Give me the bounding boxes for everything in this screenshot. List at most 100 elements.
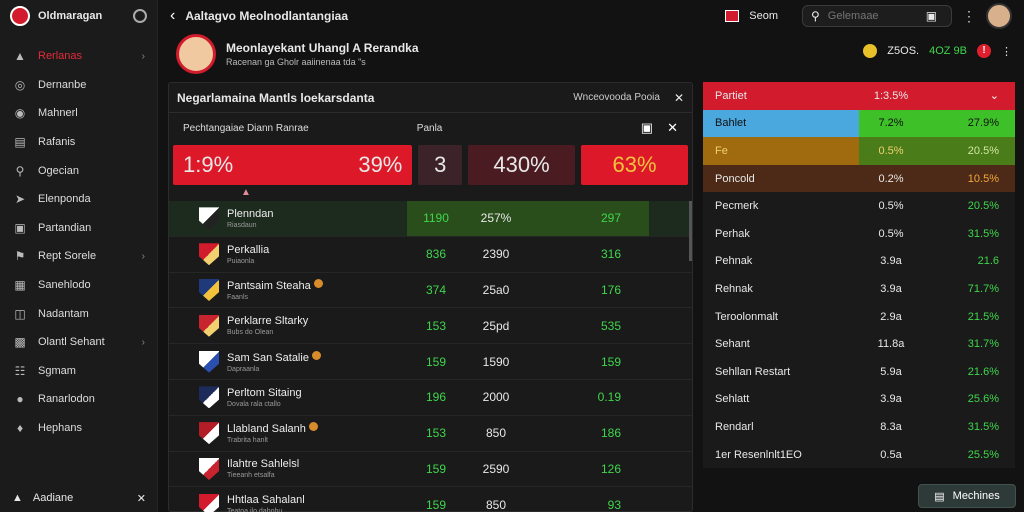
- table-row[interactable]: Pantsaim Steaha Faanls 374 25a0 176: [169, 273, 692, 309]
- chevron-icon[interactable]: ›: [141, 250, 145, 262]
- sidebar-item[interactable]: ➤ Elenponda: [0, 185, 157, 214]
- panel-title: Negarlamaina Mantls loekarsdanta: [177, 90, 375, 105]
- cell-value-3: 93: [607, 497, 621, 512]
- refresh-icon[interactable]: [133, 9, 147, 23]
- flag-icon: ⚑: [14, 249, 26, 264]
- team-crest-icon: [199, 386, 219, 409]
- star-icon: [313, 278, 323, 288]
- team-name: Perklarre Sltarky: [227, 315, 309, 328]
- chevron-icon[interactable]: ›: [141, 50, 145, 62]
- sidebar-item[interactable]: ◉ Mahnerl: [0, 99, 157, 128]
- odds-row[interactable]: Bahlet 7.2% 27.9%: [703, 109, 1015, 138]
- sidebar-item[interactable]: ▲ Rerlanas ›: [0, 42, 157, 71]
- cell-value-2: 1590: [482, 354, 510, 369]
- dismiss-icon[interactable]: ✕: [667, 120, 678, 135]
- summary-primary: 1:9% 39%: [173, 145, 413, 185]
- odds-row[interactable]: Rendarl 8.3a 31.5%: [703, 413, 1015, 441]
- odds-row[interactable]: Teroolonmalt 2.9a 21.5%: [703, 303, 1015, 331]
- odds-row[interactable]: Rehnak 3.9a 71.7%: [703, 275, 1015, 303]
- odds-row[interactable]: Pehnak 3.9a 21.6: [703, 248, 1015, 276]
- book-icon: ◫: [14, 306, 26, 321]
- scrollbar[interactable]: [689, 201, 692, 261]
- sidebar-item[interactable]: ● Ranarlodon: [0, 385, 157, 414]
- odds-row[interactable]: Poncold 0.2% 10.5%: [703, 164, 1015, 193]
- odds-label: Pehnak: [715, 255, 753, 268]
- table-row[interactable]: Perklarre Sltarky Bubs do Olean 153 25pd 535: [169, 308, 692, 345]
- search-icon: ⚲: [15, 163, 25, 178]
- odds-value-1: 2.9a: [880, 310, 902, 323]
- table-row[interactable]: Plenndan Riasdaun 1190 257% 297: [169, 201, 692, 237]
- chevron-icon[interactable]: ›: [141, 336, 145, 348]
- odds-row[interactable]: Sehant 11.8a 31.7%: [703, 330, 1015, 358]
- cell-value-2: 2390: [482, 247, 510, 262]
- more-button[interactable]: ▤ Mechines: [918, 484, 1016, 508]
- team-name: Ilahtre Sahlelsl: [227, 458, 300, 471]
- table-row[interactable]: Hhtlaa Sahalanl Teatoa ilo dahohu 159 850 93: [169, 487, 692, 512]
- expand-icon[interactable]: ▣: [640, 120, 654, 135]
- settings-icon[interactable]: ✕: [136, 492, 146, 505]
- team-crest-icon: [199, 422, 219, 445]
- team-crest-icon: [199, 243, 219, 266]
- score-label[interactable]: Seom: [749, 10, 778, 22]
- standings-table: Plenndan Riasdaun 1190 257% 297 Perkallia Puia…: [169, 201, 692, 512]
- search-input[interactable]: [827, 10, 918, 22]
- team-subtitle: Trabrita hanlt: [227, 437, 268, 445]
- chevron-down-icon[interactable]: ⌄: [989, 90, 999, 103]
- odds-row[interactable]: Partiet 1:3.5% ⌄: [703, 82, 1015, 110]
- kebab-menu-icon[interactable]: ⋮: [962, 7, 976, 24]
- sidebar-item[interactable]: ▩ Olantl Sehant ›: [0, 328, 157, 357]
- odds-row[interactable]: Perhak 0.5% 31.5%: [703, 220, 1015, 248]
- compass-icon: ◎: [14, 77, 26, 92]
- odds-label: Fe: [715, 144, 728, 157]
- odds-value-1: 0.2%: [878, 172, 904, 185]
- team-cell: Hhtlaa Sahalanl Teatoa ilo dahohu: [169, 493, 407, 512]
- sidebar-item[interactable]: ⚑ Rept Sorele ›: [0, 242, 157, 271]
- table-row[interactable]: Sam San Satalie Dapraanla 159 1590 159: [169, 344, 692, 380]
- more-icon[interactable]: ⋮: [1001, 45, 1012, 58]
- sidebar-item[interactable]: ▦ Sanehlodo: [0, 271, 157, 300]
- filter-icon[interactable]: ▣: [925, 9, 938, 23]
- cell-value-3: 535: [600, 318, 621, 333]
- ball-icon: ▣: [14, 220, 26, 235]
- sidebar-item-label: Sanehlodo: [38, 279, 91, 292]
- table-row[interactable]: Perkallia Puiaonla 836 2390 316: [169, 237, 692, 273]
- user-avatar[interactable]: [986, 3, 1012, 29]
- sidebar-item[interactable]: ▣ Partandian: [0, 214, 157, 243]
- sidebar-item[interactable]: ◫ Nadantam: [0, 299, 157, 328]
- odds-value-2: 25.5%: [967, 448, 999, 461]
- sidebar-item[interactable]: ⚲ Ogecian: [0, 156, 157, 185]
- team-name: Perkallia: [227, 243, 270, 256]
- odds-row[interactable]: Pecmerk 0.5% 20.5%: [703, 192, 1015, 220]
- sidebar-footer[interactable]: ▲ Aadiane ✕: [0, 484, 158, 512]
- sidebar-footer-label: Aadiane: [32, 492, 74, 504]
- odds-value-2: 27.9%: [967, 117, 999, 130]
- panel-right-label[interactable]: Wnceovooda Pooia: [573, 92, 660, 103]
- brand-logo: [10, 6, 30, 26]
- sub-mid-label: Panla: [416, 122, 443, 134]
- sidebar: Oldmaragan ▲ Rerlanas › ◎ Dernanbe ◉ Mahnerl ▤ R…: [0, 0, 158, 512]
- alert-icon[interactable]: !: [977, 44, 991, 58]
- odds-row[interactable]: Sehllan Restart 5.9a 21.6%: [703, 358, 1015, 386]
- close-icon[interactable]: ✕: [673, 90, 684, 105]
- table-row[interactable]: Perltom Sitaing Dovala rala ctallo 196 2000…: [169, 380, 692, 416]
- odds-row[interactable]: Sehlatt 3.9a 25.6%: [703, 386, 1015, 414]
- sidebar-item[interactable]: ▤ Rafanis: [0, 128, 157, 157]
- odds-label: Perhak: [715, 227, 750, 240]
- back-arrow-icon[interactable]: ‹: [170, 7, 176, 24]
- search-box[interactable]: ⚲ ▣: [802, 5, 952, 27]
- odds-row[interactable]: Fe 0.5% 20.5%: [703, 137, 1015, 165]
- team-crest-icon: [199, 278, 219, 301]
- cell-value-3: 297: [527, 201, 649, 236]
- table-row[interactable]: Llabland Salanh Trabrita hanlt 153 850 186: [169, 416, 692, 452]
- brand[interactable]: Oldmaragan: [0, 0, 157, 32]
- sidebar-item[interactable]: ☷ Sgmam: [0, 357, 157, 386]
- team-crest-icon: [199, 457, 219, 480]
- table-row[interactable]: Ilahtre Sahlelsl Tieeanh etsalfa 159 2590 12…: [169, 452, 692, 488]
- odds-value-1: 11.8a: [877, 338, 905, 351]
- sidebar-item[interactable]: ♦ Hephans: [0, 414, 157, 443]
- odds-value-2: 31.7%: [967, 338, 999, 351]
- sidebar-item-label: Nadantam: [38, 307, 89, 320]
- cell-value-2: 25a0: [482, 282, 510, 297]
- odds-row[interactable]: 1er Resenlnlt1EO 0.5a 25.5%: [703, 441, 1015, 469]
- sidebar-item[interactable]: ◎ Dernanbe: [0, 71, 157, 100]
